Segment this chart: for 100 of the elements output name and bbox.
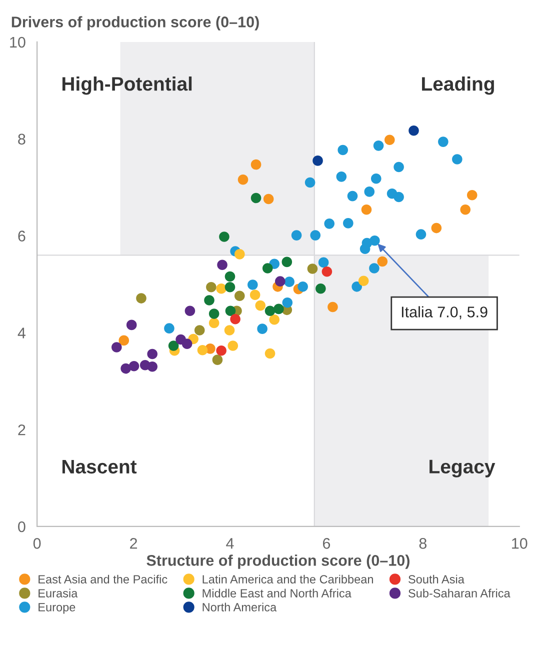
point [168, 340, 179, 351]
point [343, 218, 354, 228]
y-tick-label: 2 [18, 424, 26, 436]
point [206, 282, 216, 292]
point [394, 162, 404, 172]
point [336, 172, 347, 182]
point [250, 192, 262, 204]
point [225, 306, 236, 316]
point [316, 283, 326, 294]
legend-label: Middle East and North Africa [202, 588, 352, 598]
point [394, 192, 404, 202]
point [452, 154, 462, 164]
x-tick-label: 6 [322, 538, 330, 549]
point [147, 361, 158, 372]
point [408, 126, 419, 136]
point [338, 144, 348, 156]
annotation: High-Potential [62, 76, 192, 95]
point [224, 282, 236, 292]
point [248, 280, 258, 290]
point [369, 263, 380, 274]
annotation: Italia 7.0, 5.9 [402, 306, 488, 320]
point [307, 264, 318, 274]
point [216, 345, 226, 356]
x-tick-label: 4 [226, 538, 234, 549]
annotation: Leading [422, 76, 494, 95]
point [274, 304, 284, 314]
legend-label: East Asia and the Pacific [38, 574, 168, 584]
point [184, 306, 196, 316]
point [147, 348, 158, 360]
point [291, 230, 302, 240]
point [358, 276, 369, 286]
point [234, 290, 245, 302]
point [216, 283, 226, 294]
point [238, 174, 248, 185]
point [373, 140, 384, 151]
legend-label: Sub-Saharan Africa [408, 588, 510, 598]
point [298, 282, 308, 292]
point [352, 282, 362, 292]
annotation: Nascent [62, 460, 137, 474]
point [347, 190, 358, 202]
y-tick-label: 8 [18, 134, 26, 145]
legend-label: South Asia [408, 574, 464, 584]
y-tick-label: 0 [18, 521, 26, 532]
point [384, 134, 395, 146]
point [118, 335, 130, 346]
point [228, 340, 238, 351]
point [282, 256, 292, 268]
point [194, 325, 205, 336]
x-tick-label: 8 [419, 538, 427, 549]
point [416, 229, 426, 240]
point [438, 136, 448, 147]
point [377, 256, 388, 267]
point [208, 318, 220, 328]
point [128, 360, 140, 372]
point [164, 323, 174, 334]
point [212, 354, 223, 365]
point [250, 290, 260, 300]
point [284, 276, 294, 287]
point [324, 218, 334, 229]
point [255, 300, 266, 311]
point [360, 244, 370, 254]
y-tick-label: 6 [18, 230, 26, 242]
x-tick-label: 0 [33, 538, 41, 549]
point [111, 342, 122, 352]
point [275, 276, 286, 286]
point [208, 308, 220, 319]
y-tick-label: 10 [10, 36, 26, 48]
point [364, 186, 375, 197]
point [431, 222, 442, 234]
point [310, 230, 321, 240]
point [264, 348, 276, 359]
point [304, 177, 316, 188]
point [262, 263, 273, 274]
point [136, 293, 146, 304]
point [126, 320, 137, 330]
point [197, 344, 208, 356]
point [250, 159, 262, 170]
point [257, 324, 268, 334]
point [318, 257, 329, 268]
point [312, 156, 323, 166]
legend-label: Eurasia [38, 588, 78, 598]
legend-label: North America [202, 602, 277, 612]
point [230, 314, 240, 324]
point [120, 363, 131, 374]
point [361, 204, 372, 215]
point [328, 302, 338, 312]
x-axis-title: Structure of production score (0–10) [146, 554, 410, 569]
point [224, 325, 235, 336]
point [263, 194, 274, 204]
point [204, 295, 214, 306]
point [282, 298, 293, 308]
point [269, 314, 280, 325]
legend-label: Latin America and the Caribbean [202, 574, 373, 584]
y-axis-title: Drivers of production score (0–10) [12, 16, 259, 30]
point [466, 190, 478, 200]
point [370, 173, 382, 184]
point [460, 204, 471, 215]
annotation: Legacy [430, 460, 496, 478]
x-tick-label: 10 [512, 538, 528, 549]
point [182, 338, 192, 349]
